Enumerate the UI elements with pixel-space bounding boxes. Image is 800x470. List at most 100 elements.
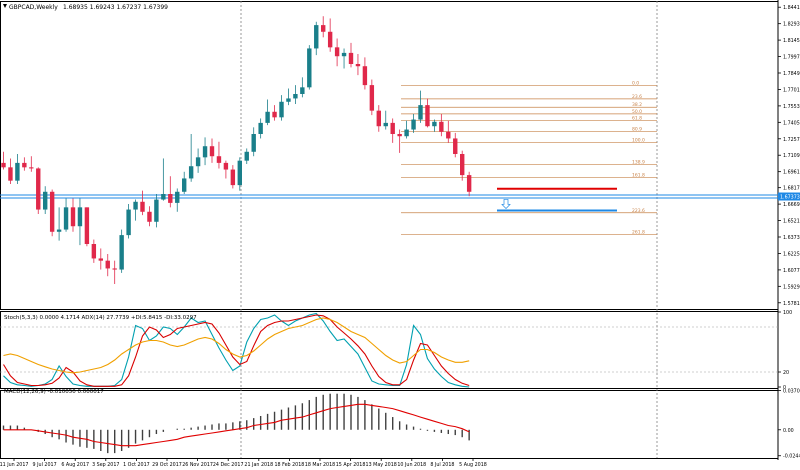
candle-body bbox=[182, 178, 187, 192]
candle-body bbox=[98, 258, 103, 261]
candle-body bbox=[390, 122, 395, 134]
macd-y-tick-label: 0.037008 bbox=[783, 389, 800, 395]
x-tick-label: 18 Mar 2018 bbox=[305, 462, 335, 468]
candle-body bbox=[265, 111, 270, 123]
candle-body bbox=[432, 121, 437, 127]
candle-body bbox=[369, 85, 375, 111]
candle-body bbox=[279, 101, 284, 118]
candle-body bbox=[383, 122, 388, 127]
candle-body bbox=[43, 191, 48, 210]
axis-labels: 1.84410 1.82930 1.81450 1.79970 1.78490 1.770… bbox=[0, 5, 800, 468]
candle-body bbox=[15, 162, 20, 181]
candle-body bbox=[112, 268, 117, 270]
fib-level-label: 161.8 bbox=[632, 173, 645, 179]
x-tick-label: 11 Jun 2017 bbox=[0, 462, 28, 468]
candle-body bbox=[22, 162, 27, 168]
stochastic-series bbox=[3, 312, 470, 388]
candle-body bbox=[105, 260, 110, 269]
current-price-label: 1.67373 bbox=[780, 195, 800, 201]
candle-body bbox=[77, 207, 83, 227]
fib-level-label: 80.9 bbox=[632, 127, 642, 133]
main-header-symbol: GBPCAD,Weekly bbox=[9, 4, 58, 11]
candle-body bbox=[237, 160, 242, 186]
fib-level-label: 223.6 bbox=[632, 208, 645, 214]
candle-body bbox=[418, 105, 423, 120]
candle-body bbox=[36, 168, 41, 210]
candle-body bbox=[91, 244, 97, 259]
x-tick-label: 5 Aug 2018 bbox=[459, 462, 487, 468]
y-tick-label: 1.69610 bbox=[783, 170, 800, 176]
candle-body bbox=[126, 209, 131, 236]
x-tick-label: 24 Dec 2017 bbox=[213, 462, 244, 468]
stoch-series-line bbox=[3, 317, 470, 374]
candle-body bbox=[453, 138, 458, 154]
x-tick-label: 15 Apr 2018 bbox=[336, 462, 366, 468]
candle-body bbox=[147, 211, 152, 222]
candle-body bbox=[154, 199, 159, 222]
pane-frame bbox=[0, 390, 779, 459]
y-tick-label: 1.68170 bbox=[783, 186, 800, 192]
candle-body bbox=[321, 25, 326, 32]
candle-body bbox=[327, 31, 333, 48]
candle-body bbox=[175, 191, 180, 203]
candle-body bbox=[84, 207, 90, 244]
candle-body bbox=[466, 175, 472, 192]
macd-header: MACD(12,26,9) -0.010050 0.000017 bbox=[4, 389, 104, 395]
candle-body bbox=[29, 167, 34, 169]
y-tick-label: 1.57810 bbox=[783, 301, 800, 307]
candle-body bbox=[258, 122, 263, 134]
y-tick-label: 1.82930 bbox=[783, 22, 800, 28]
macd-signal-line bbox=[3, 403, 470, 447]
y-tick-label: 1.79970 bbox=[783, 55, 800, 61]
y-tick-label: 1.84410 bbox=[783, 5, 800, 11]
candle-body bbox=[209, 146, 215, 157]
pane-frame bbox=[0, 311, 779, 389]
candle-body bbox=[188, 166, 194, 179]
y-tick-label: 1.65210 bbox=[783, 219, 800, 225]
candlestick-series bbox=[1, 16, 472, 284]
y-tick-label: 1.77010 bbox=[783, 87, 800, 93]
candle-body bbox=[216, 156, 222, 163]
current-price-box bbox=[778, 192, 800, 201]
y-tick-label: 1.59290 bbox=[783, 284, 800, 290]
candle-body bbox=[362, 66, 368, 86]
candle-body bbox=[168, 194, 173, 203]
fib-level-label: 138.9 bbox=[632, 160, 645, 166]
x-tick-label: 21 Jan 2018 bbox=[244, 462, 273, 468]
candle-body bbox=[397, 134, 402, 137]
fibonacci-levels: 0.0 23.6 38.250.061.8 80.9 100.0 138.9 161.8 22… bbox=[0, 80, 778, 235]
x-tick-label: 1 Oct 2017 bbox=[123, 462, 150, 468]
x-tick-label: 13 May 2018 bbox=[366, 462, 397, 468]
y-tick-label: 1.72570 bbox=[783, 137, 800, 143]
x-tick-label: 10 Jun 2018 bbox=[397, 462, 426, 468]
y-tick-label: 1.78490 bbox=[783, 71, 800, 77]
x-tick-label: 3 Sep 2017 bbox=[92, 462, 119, 468]
fib-level-label: 61.8 bbox=[632, 116, 642, 122]
stoch-y-tick-label: 20 bbox=[783, 370, 789, 376]
candle-body bbox=[425, 105, 430, 127]
candle-body bbox=[251, 134, 256, 152]
candle-body bbox=[286, 98, 291, 102]
y-tick-label: 1.81450 bbox=[783, 38, 800, 44]
y-tick-label: 1.66690 bbox=[783, 202, 800, 208]
y-tick-label: 1.75530 bbox=[783, 104, 800, 110]
grid-layer bbox=[0, 1, 778, 458]
x-tick-label: 6 Aug 2017 bbox=[61, 462, 89, 468]
dropdown-triangle-icon[interactable] bbox=[3, 4, 7, 8]
candle-body bbox=[460, 154, 465, 176]
candle-body bbox=[341, 52, 347, 57]
macd-y-tick-label: -0.024468 bbox=[783, 454, 800, 460]
stoch-series-line bbox=[3, 312, 470, 388]
main-header-ohlc: 1.68935 1.69243 1.67237 1.67399 bbox=[63, 4, 168, 11]
candle-body bbox=[223, 162, 229, 170]
candle-body bbox=[293, 94, 298, 99]
candle-body bbox=[70, 207, 76, 227]
stoch-y-tick-label: 100 bbox=[783, 310, 792, 316]
candle-body bbox=[272, 111, 277, 118]
x-tick-label: 29 Oct 2017 bbox=[152, 462, 182, 468]
candle-body bbox=[63, 207, 69, 230]
candle-body bbox=[411, 119, 416, 130]
fib-level-label: 261.8 bbox=[632, 229, 645, 235]
